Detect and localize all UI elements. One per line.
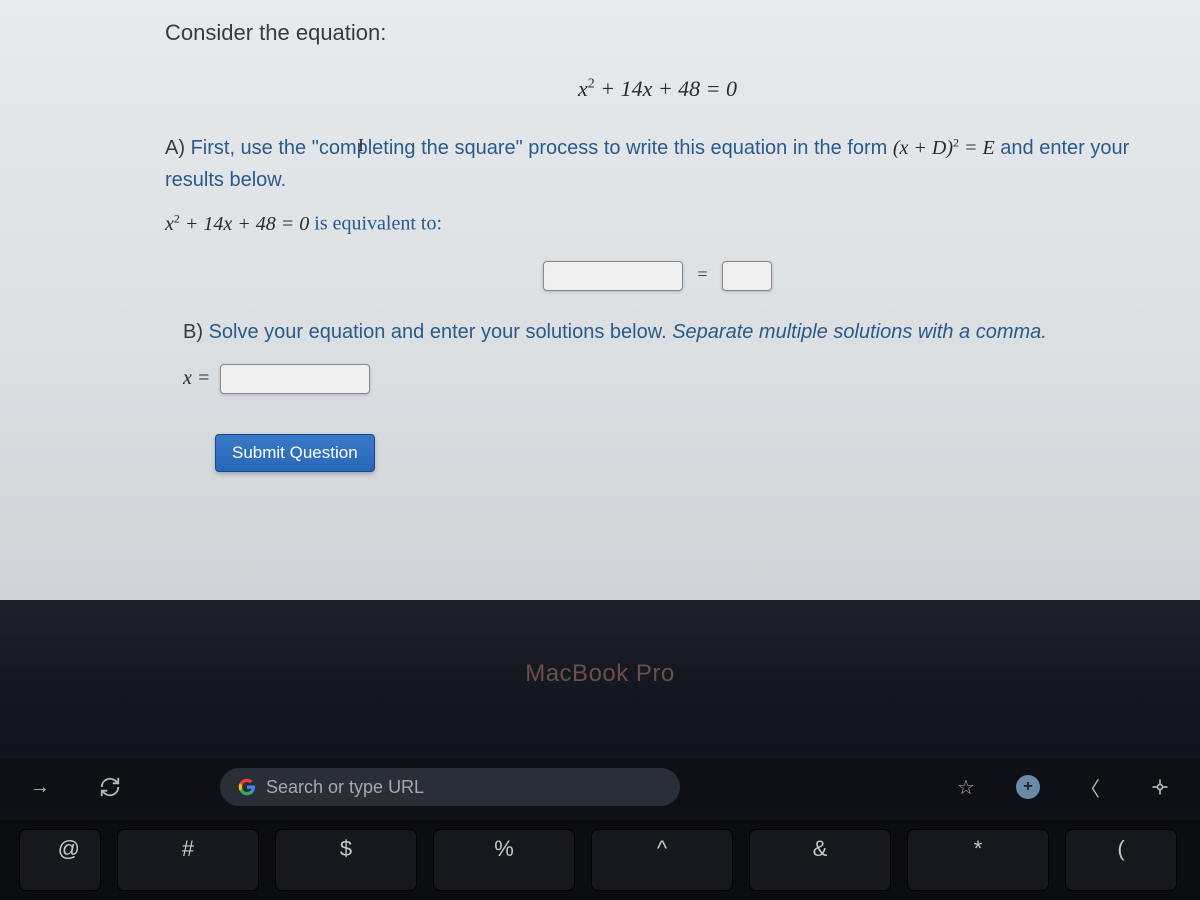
key-dollar[interactable]: $ — [276, 830, 416, 890]
form-eq: = E — [959, 137, 995, 159]
equation-exp: 2 — [588, 77, 595, 92]
key-amp[interactable]: & — [750, 830, 890, 890]
part-a-label: A) — [165, 137, 191, 159]
macbook-label: MacBook Pro — [525, 660, 675, 688]
equation-input-row: = — [165, 261, 1150, 291]
equiv-tail: is equivalent to: — [309, 213, 442, 235]
new-tab-icon[interactable]: + — [1016, 775, 1040, 799]
key-star[interactable]: * — [908, 830, 1048, 890]
key-caret[interactable]: ^ — [592, 830, 732, 890]
slider-icon[interactable] — [1140, 777, 1180, 797]
url-search-bar[interactable]: Search or type URL — [220, 768, 680, 806]
part-b-text: B) Solve your equation and enter your so… — [183, 321, 1150, 344]
solution-row: x = — [183, 364, 1150, 394]
submit-button[interactable]: Submit Question — [215, 434, 375, 472]
search-placeholder: Search or type URL — [266, 777, 424, 798]
key-hash[interactable]: # — [118, 830, 258, 890]
main-equation: x2 + 14x + 48 = 0 — [165, 76, 1150, 102]
star-icon[interactable]: ☆ — [946, 775, 986, 800]
touch-bar-right-group: ☆ + 〈 — [946, 773, 1180, 802]
key-paren[interactable]: ( — [1066, 830, 1176, 890]
lhs-input[interactable] — [543, 261, 683, 291]
equivalent-text: x2 + 14x + 48 = 0 is equivalent to: — [165, 211, 1150, 236]
part-a-text-1: First, use the "completing the square" p… — [191, 137, 893, 159]
key-percent[interactable]: % — [434, 830, 574, 890]
refresh-icon[interactable] — [90, 776, 130, 798]
form-lhs: (x + D) — [893, 137, 953, 159]
x-equals-label: x = — [183, 367, 210, 390]
question-content: Consider the equation: x2 + 14x + 48 = 0… — [0, 0, 1200, 600]
equiv-rest: + 14x + 48 = 0 — [180, 213, 309, 235]
part-b-text-1: Solve your equation and enter your solut… — [209, 321, 673, 343]
touch-bar: → Search or type URL ☆ + 〈 — [0, 759, 1200, 815]
forward-arrow-icon[interactable]: → — [20, 776, 60, 799]
part-b-label: B) — [183, 321, 209, 343]
part-b-text-2: Separate multiple solutions with a comma… — [672, 321, 1047, 343]
chevron-left-icon[interactable]: 〈 — [1070, 773, 1110, 802]
key-at[interactable]: @ — [20, 830, 100, 890]
equiv-var: x — [165, 213, 174, 235]
equation-rest: + 14x + 48 = 0 — [595, 76, 737, 101]
text-cursor-icon: I — [358, 135, 364, 156]
google-logo-icon — [238, 778, 256, 796]
equation-var: x — [578, 76, 588, 101]
keyboard-row: @ # $ % ^ & * ( — [0, 820, 1200, 900]
solution-input[interactable] — [220, 364, 370, 394]
question-heading: Consider the equation: — [165, 20, 1150, 46]
equals-sign: = — [697, 264, 707, 284]
rhs-input[interactable] — [722, 261, 772, 291]
part-a-text: A) First, use the "completing the square… — [165, 132, 1150, 196]
